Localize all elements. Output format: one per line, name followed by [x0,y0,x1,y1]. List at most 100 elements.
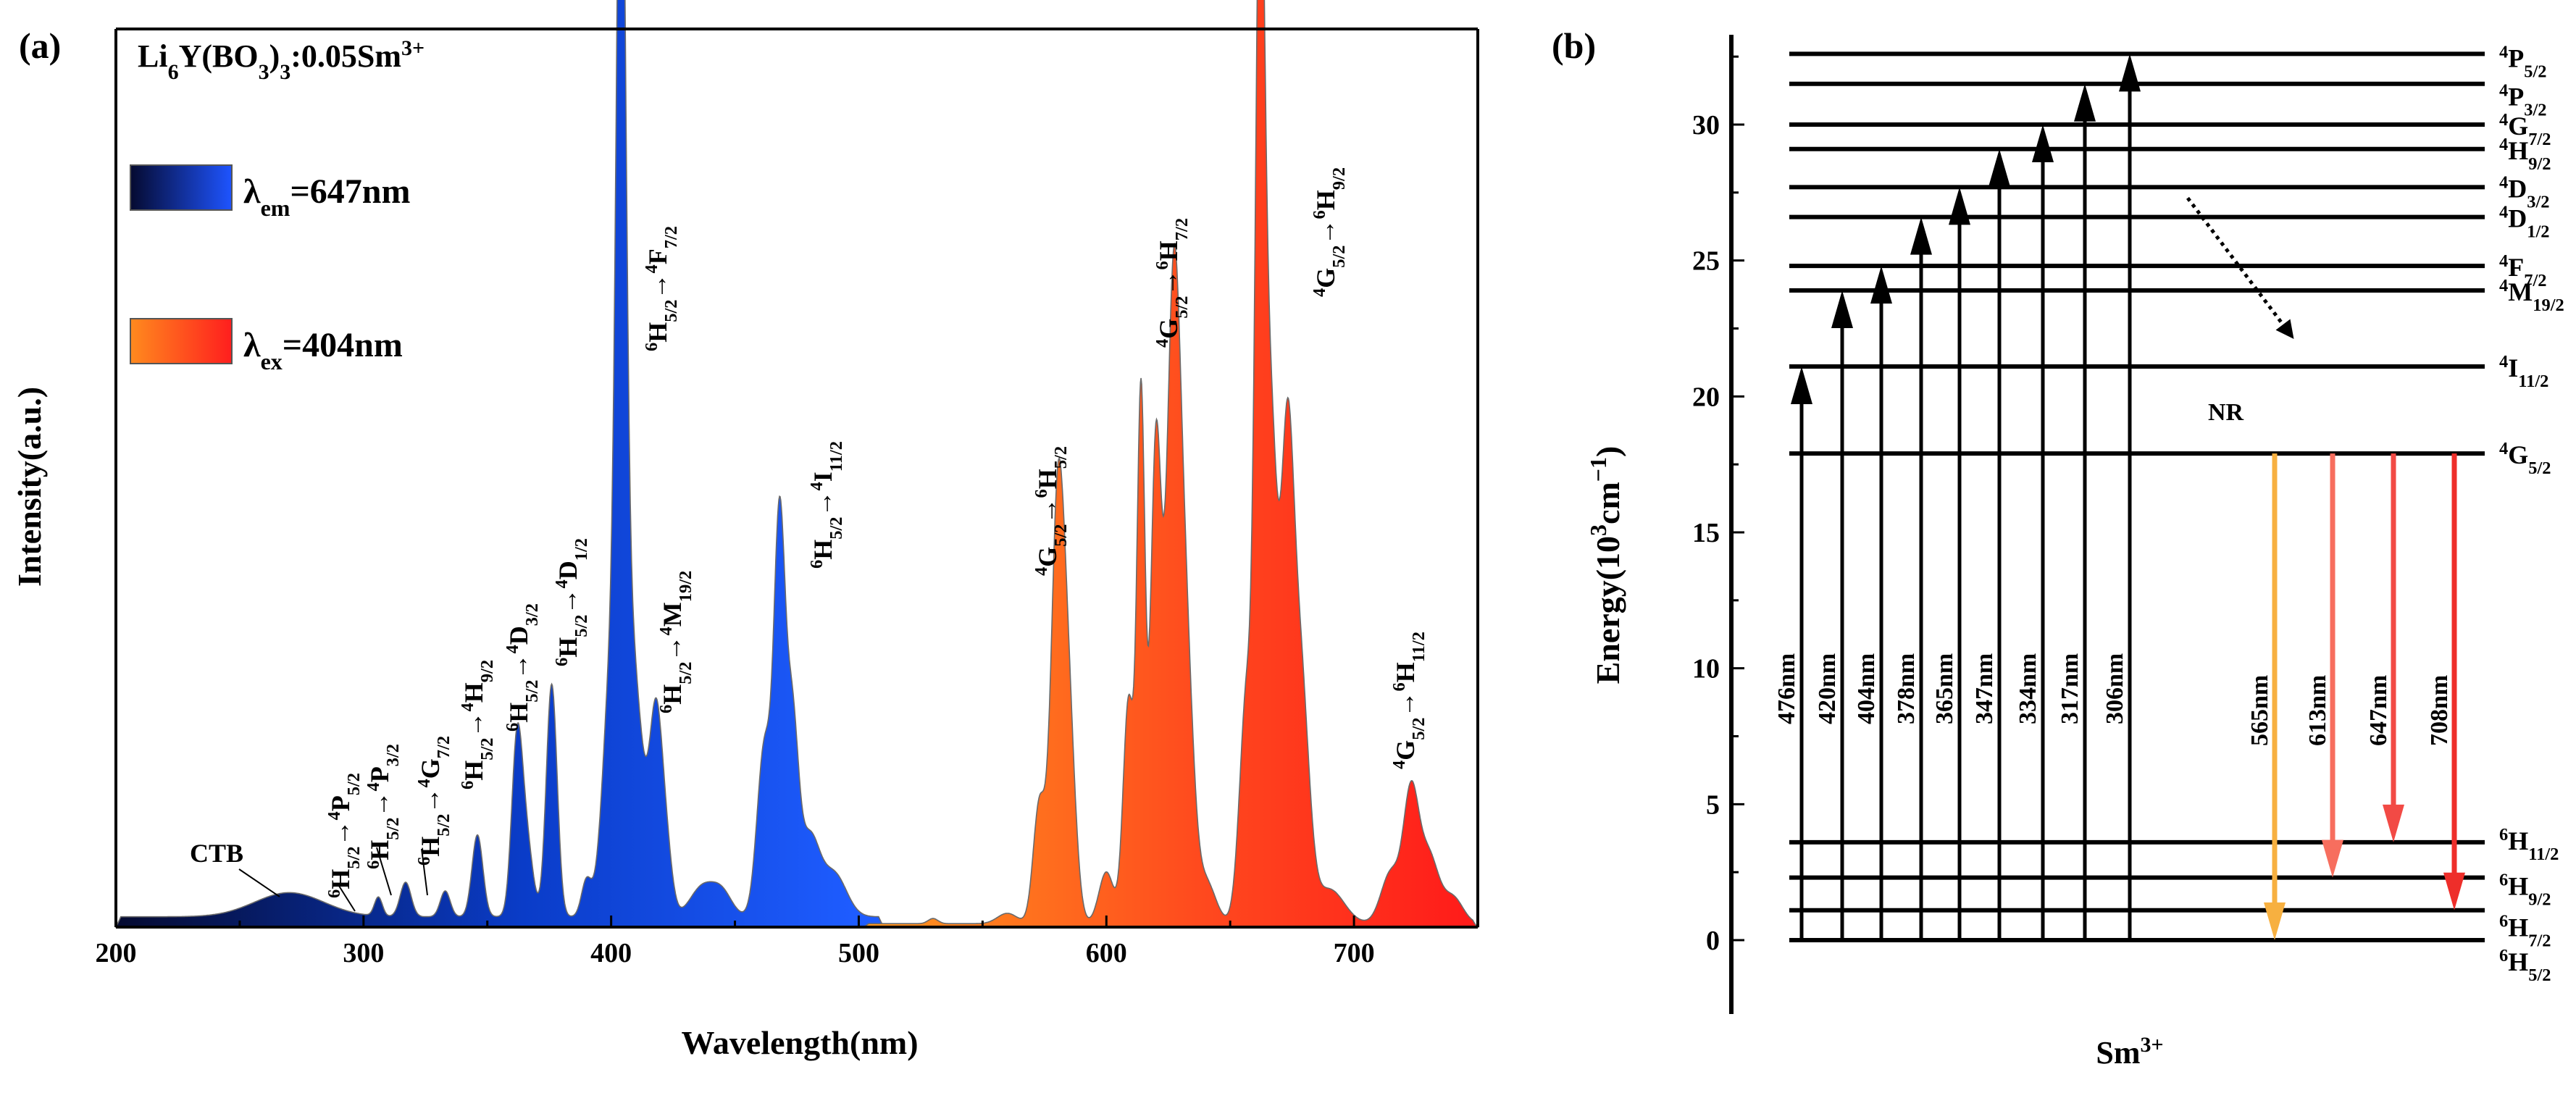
legend-swatch [130,164,233,211]
peak-annotation: 4G5/2→6H7/2 [1153,218,1192,348]
x-tick-label: 300 [343,938,384,968]
excitation-arrowhead [2032,125,2054,162]
excitation-arrowhead [1791,366,1812,405]
excitation-label: 306nm [2102,653,2128,724]
level-label: 6H9/2 [2499,870,2551,909]
legend-label: λex=404nm [243,326,403,374]
excitation-arrowhead [1831,290,1853,328]
panel-a: (a) 200 300 400 500 600 700 CTB6H5/2→4P5/26H5… [11,0,1480,1061]
panel-label-b: (b) [1552,25,1596,66]
annotation-text: 4G5/2→6H9/2 [1310,167,1349,297]
annotation-text: 4G5/2→6H7/2 [1153,218,1192,348]
annotation-text: 6H5/2→4H9/2 [458,660,497,789]
ctb-leader [238,868,280,897]
peak-annotation: 6H5/2→4F7/2 [642,226,681,351]
excitation-label: 476nm [1773,653,1800,724]
level-label: 4P3/2 [2499,80,2547,120]
x-tick-label: 200 [96,938,137,968]
excitation-arrowhead [1870,266,1892,304]
level-label: 4H9/2 [2499,134,2551,173]
level-label: 4D1/2 [2499,202,2550,241]
x-tick-label: 500 [838,938,879,968]
excitation-arrowhead [1949,187,1970,225]
excitation-label-text: 476nm [1773,653,1800,724]
y-tick-label: 20 [1692,382,1720,412]
emission-arrowhead [2383,804,2404,842]
annotation-text: 6H5/2→4P3/2 [364,744,403,869]
y-axis-label: Intensity(a.u.) [11,387,48,587]
excitation-label: 347nm [1971,653,1998,724]
annotation-text: 6H5/2→4D3/2 [503,603,542,732]
annotation-text: 6H5/2→4G7/2 [414,736,453,866]
emission-arrowhead [2322,839,2343,878]
emission-label-text: 613nm [2304,675,2331,746]
annotation-text: 6H5/2→4F7/2 [642,226,681,351]
y-tick-label: 0 [1706,926,1720,956]
emission-label: 613nm [2304,675,2331,746]
x-tick-label: 700 [1334,938,1375,968]
y-tick-label: 30 [1692,110,1720,141]
annotation-text: 4G5/2→6H11/2 [1389,632,1429,769]
emission-label: 708nm [2426,675,2453,746]
peak-annotation: 6H5/2→4M19/2 [656,571,695,713]
excitation-label-text: 420nm [1814,653,1841,724]
emission-label: 647nm [2365,675,2392,746]
peak-annotation: 6H5/2→4D3/2 [503,603,542,732]
transition-arrows: 476nm 420nm 404nm 378nm 365nm 347nm 334nm 317nm… [1773,54,2465,940]
annotation-leader [337,883,356,912]
axes-b: 0 5 10 15 20 25 30 [1692,35,1744,1014]
peak-annotation: 4G5/2→6H5/2 [1032,446,1071,576]
level-label: 4P5/2 [2499,42,2547,81]
y-axis-label-b: Energy(103cm−1) [1585,446,1626,684]
legend-label: λem=647nm [243,172,410,221]
level-label: 4G5/2 [2499,439,2551,478]
emission-label: 565nm [2246,675,2273,746]
emission-label-text: 708nm [2426,675,2453,746]
excitation-label-text: 317nm [2057,653,2083,724]
nr-label: NR [2208,399,2244,426]
excitation-label: 365nm [1931,653,1958,724]
excitation-arrowhead [1910,217,1932,255]
x-axis-label: Wavelength(nm) [681,1024,918,1061]
axes-a: 200 300 400 500 600 700 [96,28,1479,968]
emission-arrowhead [2443,872,2465,910]
excitation-label: 404nm [1853,653,1880,724]
excitation-label: 378nm [1893,653,1920,724]
level-label: 6H5/2 [2499,946,2551,985]
excitation-label: 334nm [2015,653,2041,724]
ctb-label: CTB [190,839,243,868]
spectrum-area [114,0,1480,928]
excitation-label-text: 334nm [2015,653,2041,724]
level-label: 4M19/2 [2499,275,2564,314]
excitation-label-text: 378nm [1893,653,1920,724]
peak-annotation: 6H5/2→4I11/2 [807,441,846,569]
x-axis-label-b: Sm3+ [2096,1033,2163,1071]
excitation-label-text: 404nm [1853,653,1880,724]
peak-annotation: 6H5/2→4D1/2 [552,538,591,666]
sample-title: Li6Y(BO3)3:0.05Sm3+ [138,36,425,84]
excitation-label-text: 306nm [2102,653,2128,724]
annotation-text: 4G5/2→6H5/2 [1032,446,1071,576]
annotation-leader [376,847,392,896]
level-label: 6H11/2 [2499,824,2559,863]
y-tick-label: 25 [1692,246,1720,277]
y-tick-label: 5 [1706,789,1720,820]
peak-annotation: 6H5/2→4P5/2 [325,773,364,898]
peak-annotations: CTB6H5/2→4P5/26H5/2→4P3/26H5/2→4G7/26H5/… [190,167,1429,912]
peak-annotation: 6H5/2→4G7/2 [414,736,453,866]
excitation-series [114,0,885,928]
legend: λem=647nm λex=404nm [130,164,410,374]
peak-annotation: 4G5/2→6H11/2 [1389,632,1429,769]
level-label: 4I11/2 [2499,352,2548,391]
y-tick-label: 10 [1692,654,1720,684]
level-label: 6H7/2 [2499,911,2551,950]
emission-arrowhead [2264,902,2286,940]
excitation-label: 317nm [2057,653,2083,724]
peak-annotation: 4G5/2→6H9/2 [1310,167,1349,297]
level-label: 4G7/2 [2499,110,2551,149]
peak-annotation: 6H5/2→4P3/2 [364,744,403,869]
excitation-label: 420nm [1814,653,1841,724]
nr-arrow [2186,196,2294,340]
